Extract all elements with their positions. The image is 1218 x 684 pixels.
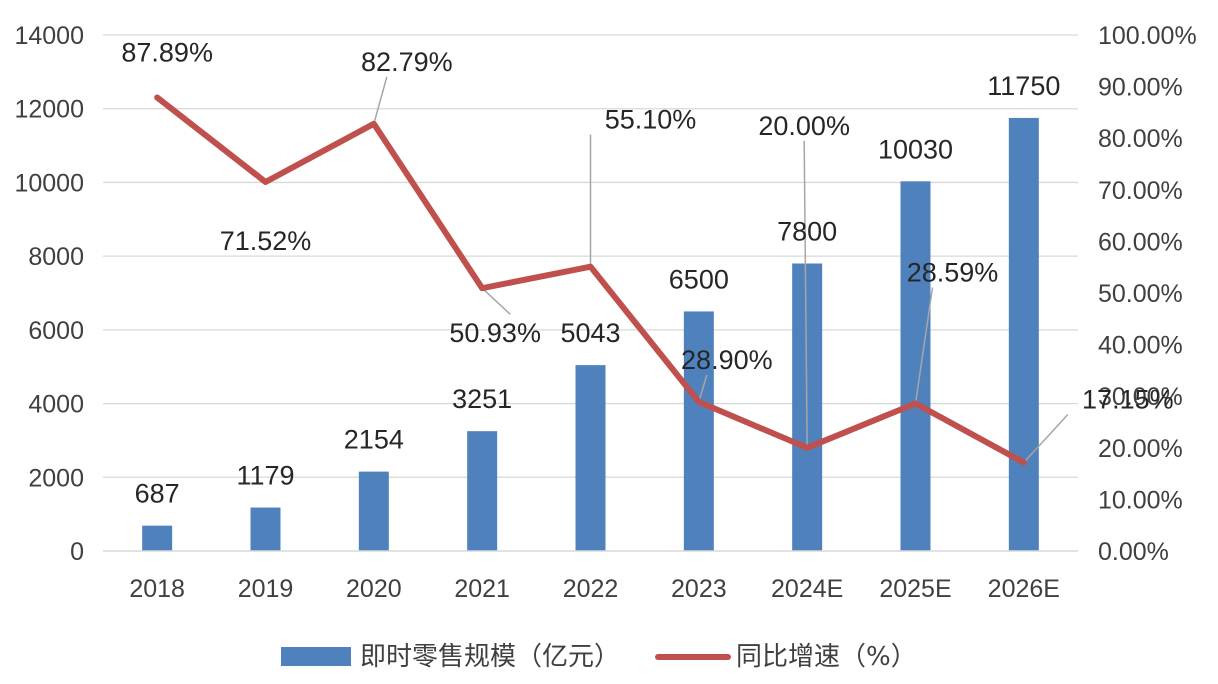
x-tick-label: 2022	[563, 575, 619, 603]
leader-line	[1023, 413, 1069, 464]
bar-value-label: 6500	[669, 264, 729, 294]
data-labels: 687 1179 2154 3251 5043 6500 7800 10030 11750 87.…	[121, 37, 1173, 508]
y-left-tick-label: 12000	[14, 96, 84, 124]
x-tick-label: 2021	[454, 575, 510, 603]
leader-line	[914, 287, 934, 404]
line-series	[154, 94, 1027, 466]
y-right-tick-label: 30.00%	[1098, 383, 1183, 411]
line-value-label: 87.89%	[121, 37, 213, 67]
bar-value-label: 1179	[236, 461, 294, 491]
y-left-tick-label: 0	[70, 538, 84, 566]
bar	[250, 507, 281, 551]
y-left-tick-label: 14000	[14, 22, 84, 50]
axes: 0 2000 4000 6000 8000 10000 12000 14000 0.00% 10.…	[14, 22, 1196, 603]
legend-bar-swatch	[281, 647, 351, 666]
line-value-label: 28.90%	[681, 345, 773, 375]
x-tick-label: 2024E	[771, 575, 843, 603]
bar-value-label: 10030	[878, 134, 953, 164]
bar	[683, 311, 714, 551]
leader-line	[373, 76, 388, 125]
leader-line	[698, 374, 708, 403]
y-left-tick-label: 2000	[28, 464, 84, 492]
bar	[467, 431, 498, 551]
bar-value-label: 2154	[344, 425, 404, 455]
x-tick-label: 2018	[129, 575, 185, 603]
leader-lines	[373, 76, 1069, 464]
x-tick-label: 2019	[238, 575, 294, 603]
y-right-tick-label: 10.00%	[1098, 486, 1183, 514]
bar-value-label: 11750	[987, 71, 1060, 101]
legend-line-label: 同比增速（%）	[736, 642, 917, 672]
line-value-label: 28.59%	[907, 257, 999, 287]
y-right-tick-label: 70.00%	[1098, 177, 1183, 205]
bar-series	[142, 117, 1039, 551]
leader-line	[803, 140, 808, 448]
legend-bar-label: 即时零售规模（亿元）	[360, 642, 620, 672]
line-value-label: 17.15%	[1082, 385, 1174, 415]
line-value-label: 50.93%	[449, 318, 541, 348]
bar	[358, 471, 389, 551]
bar-value-label: 687	[135, 479, 180, 509]
y-right-tick-label: 20.00%	[1098, 435, 1183, 463]
bar	[1008, 117, 1039, 551]
bar-value-label: 3251	[452, 384, 512, 414]
y-left-tick-label: 10000	[14, 169, 84, 197]
x-tick-label: 2023	[671, 575, 727, 603]
y-right-tick-label: 50.00%	[1098, 280, 1183, 308]
legend: 即时零售规模（亿元） 同比增速（%）	[281, 642, 917, 672]
line-value-label: 20.00%	[758, 111, 850, 141]
y-right-tick-label: 60.00%	[1098, 228, 1183, 256]
y-left-tick-label: 6000	[28, 317, 84, 345]
bar	[900, 181, 931, 551]
y-right-tick-label: 80.00%	[1098, 125, 1183, 153]
x-tick-label: 2020	[346, 575, 402, 603]
bar	[142, 525, 173, 551]
bar	[575, 365, 606, 551]
y-right-tick-label: 90.00%	[1098, 74, 1183, 102]
line-value-label: 55.10%	[605, 105, 697, 135]
x-tick-label: 2026E	[988, 575, 1060, 603]
line-value-label: 71.52%	[220, 226, 312, 256]
y-left-tick-label: 4000	[28, 391, 84, 419]
bar-value-label: 5043	[560, 318, 620, 348]
y-right-tick-label: 0.00%	[1098, 538, 1169, 566]
line-value-label: 82.79%	[361, 47, 453, 77]
y-right-tick-label: 40.00%	[1098, 332, 1183, 360]
y-right-tick-label: 100.00%	[1098, 22, 1197, 50]
bar-value-label: 7800	[777, 217, 837, 247]
leader-line	[481, 287, 511, 315]
y-left-tick-label: 8000	[28, 243, 84, 271]
x-tick-label: 2025E	[879, 575, 951, 603]
